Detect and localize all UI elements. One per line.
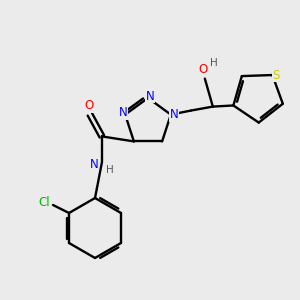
Text: N: N: [119, 106, 128, 119]
Text: Cl: Cl: [38, 196, 50, 209]
Text: O: O: [198, 63, 208, 76]
Text: S: S: [273, 68, 280, 82]
Text: N: N: [169, 108, 178, 121]
Text: H: H: [106, 165, 114, 176]
Text: N: N: [146, 89, 154, 103]
Text: H: H: [210, 58, 218, 68]
Text: O: O: [84, 99, 94, 112]
Text: N: N: [89, 158, 98, 171]
